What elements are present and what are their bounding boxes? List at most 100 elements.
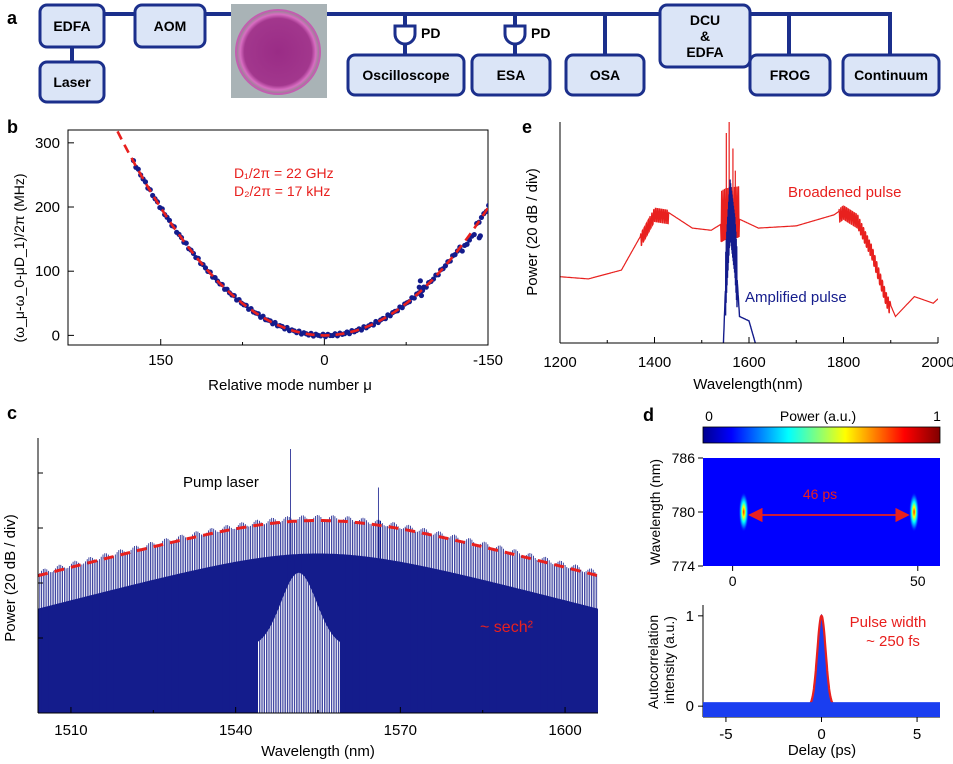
panel-label-a: a	[7, 8, 18, 28]
data-point-b	[532, 123, 537, 128]
x-tick-label-d-top: 50	[910, 573, 926, 589]
box-dcu	[658, 3, 752, 69]
y-tick-label-b: 0	[52, 327, 60, 344]
data-point-b	[183, 240, 189, 246]
y-tick-label-b: 300	[35, 135, 60, 152]
data-point-b	[471, 231, 477, 238]
data-point-b	[478, 214, 485, 221]
data-point-b	[496, 190, 501, 195]
y-tick-label-d-bottom: 0	[686, 698, 694, 715]
x-axis-label-b: Relative mode number μ	[208, 377, 372, 394]
data-point-b	[142, 179, 149, 185]
chart-b-frame	[67, 129, 489, 346]
data-point-b	[522, 140, 527, 145]
bus-continuum	[750, 12, 892, 55]
data-point-b	[505, 172, 510, 177]
spectrum-comb-lines	[38, 449, 598, 713]
data-point-b	[498, 183, 503, 188]
data-point-b	[459, 248, 465, 254]
setup-diagram: PD PD EDFA AOM Laser Oscilloscope ESA OSA DCU & ED…	[38, 3, 941, 104]
pd-label: PD	[531, 25, 550, 41]
x-tick-label-d-top: 0	[729, 573, 737, 589]
data-point-b	[500, 182, 505, 187]
box-esa-label: ESA	[497, 67, 526, 83]
photodiode-icon	[393, 24, 417, 46]
x-tick-label-d-bottom: -5	[719, 726, 732, 743]
x-tick-label-c: 1540	[219, 722, 252, 739]
pump-laser-label: Pump laser	[183, 474, 259, 491]
panel-label-b: b	[7, 117, 18, 137]
y-axis-label-e: Power (20 dB / div)	[524, 168, 541, 296]
box-oscilloscope-label: Oscilloscope	[362, 67, 449, 83]
label-broadened-pulse: Broadened pulse	[788, 184, 901, 201]
data-point-b	[512, 161, 517, 166]
series-amplified-pulse	[722, 179, 757, 343]
fit-curve-b	[115, 130, 488, 337]
data-point-b	[135, 166, 141, 172]
frog-trace-chart: 0 1 Power (a.u.) 46 ps 774 780 786 0 50 Wave…	[647, 408, 941, 589]
box-aom	[133, 3, 207, 49]
box-frog-label: FROG	[770, 67, 811, 83]
box-edfa	[38, 3, 106, 49]
y-tick-label-d-top: 786	[672, 450, 696, 466]
y-axis-label-d-top: Wavelength (nm)	[647, 459, 663, 565]
box-laser	[38, 60, 106, 104]
data-point-b	[510, 163, 515, 168]
annotation-d2: D₂/2π = 17 kHz	[234, 183, 330, 199]
data-point-b	[503, 176, 508, 181]
box-dcu-label: DCU & EDFA	[686, 12, 723, 60]
box-frog	[748, 53, 832, 97]
x-tick-label-b: -150	[473, 352, 503, 369]
colorbar-label: Power (a.u.)	[780, 408, 856, 424]
x-tick-label-d-bottom: 5	[913, 726, 921, 743]
broadening-chart: 1200 1400 1600 1800 2000 Broadened pulse Amp…	[524, 122, 953, 393]
autocorrelation-baseline	[703, 702, 940, 717]
data-point-b	[524, 138, 529, 143]
data-point-b	[418, 292, 425, 299]
annotation-d1: D₁/2π = 22 GHz	[234, 165, 334, 181]
colorbar-tick-0: 0	[705, 408, 713, 424]
x-tick-label-e: 2000	[921, 354, 953, 371]
pd-label: PD	[421, 25, 440, 41]
y-tick-label-b: 100	[35, 263, 60, 280]
comb-spectrum-chart: 1510 1540 1570 1600 Pump laser ~ sech² Wave…	[2, 438, 598, 760]
data-point-b	[515, 154, 520, 159]
series-broadened-pulse	[560, 122, 938, 318]
y-label-line2: intensity (a.u.)	[661, 616, 677, 704]
data-point-b	[486, 202, 488, 208]
x-tick-label-e: 1400	[638, 354, 671, 371]
data-point-b	[166, 217, 173, 223]
autocorrelation-area	[703, 614, 940, 717]
heatmap-spot-2	[909, 492, 920, 532]
y-tick-label-d-top: 780	[672, 504, 696, 520]
box-aom-label: AOM	[154, 18, 187, 34]
sech2-label: ~ sech²	[480, 619, 534, 636]
y-label-line1: Autocorrelation	[645, 615, 661, 709]
microresonator-icon	[235, 9, 321, 95]
data-point-b	[488, 201, 493, 206]
box-esa	[470, 53, 552, 97]
colorbar-tick-1: 1	[933, 408, 941, 424]
x-axis-label-d-bottom: Delay (ps)	[788, 742, 856, 759]
x-tick-label-e: 1200	[543, 354, 576, 371]
box-oscilloscope	[346, 53, 466, 97]
x-tick-label-b: 0	[320, 352, 328, 369]
data-point-b	[493, 192, 498, 197]
label-amplified-pulse: Amplified pulse	[745, 289, 847, 306]
data-point-b	[464, 241, 470, 247]
data-point-b	[442, 263, 449, 269]
x-tick-label-c: 1570	[384, 722, 417, 739]
data-point-b	[477, 233, 483, 239]
panel-label-d: d	[643, 405, 654, 425]
data-point-b	[411, 295, 417, 301]
y-axis-label-b: (ω_μ-ω_0-μD_1)/2π (MHz)	[11, 173, 27, 342]
data-point-b	[416, 284, 422, 290]
x-axis-label-c: Wavelength (nm)	[261, 743, 375, 760]
pulse-width-value: ~ 250 fs	[866, 633, 920, 650]
y-axis-label-c: Power (20 dB / div)	[2, 514, 19, 642]
pulse-width-label: Pulse width	[850, 614, 927, 631]
x-tick-label-c: 1600	[548, 722, 581, 739]
box-continuum-label: Continuum	[854, 67, 928, 83]
data-point-b	[417, 278, 423, 284]
